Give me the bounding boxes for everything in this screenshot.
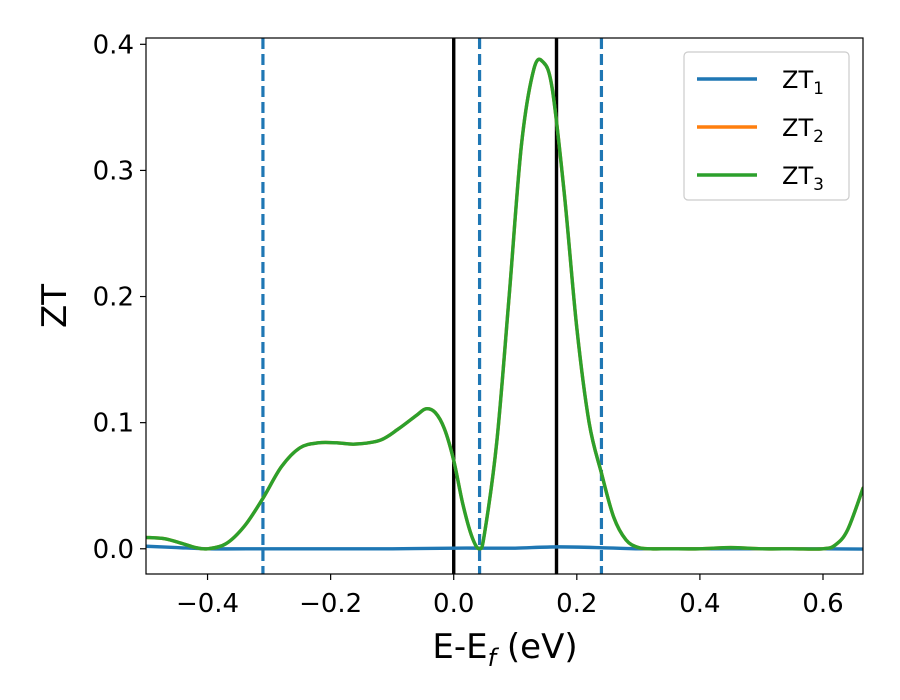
series-layer [146, 57, 863, 551]
plot-frame [145, 37, 864, 575]
y-tick-label: 0.3 [93, 156, 134, 186]
legend-label-base: ZT [782, 114, 813, 142]
y-tick-label: 0.0 [93, 535, 134, 565]
y-tick-label: 0.1 [93, 409, 134, 439]
x-axis: −0.4 −0.2 0.0 0.2 0.4 0.6 [176, 574, 844, 619]
x-tick-label: 0.4 [679, 589, 720, 619]
x-tick-label: 0.0 [433, 589, 474, 619]
series-line-3 [146, 57, 863, 551]
x-axis-title-unit: (eV) [496, 627, 578, 667]
x-axis-title: E-Ef (eV) [432, 627, 577, 672]
x-tick-label: −0.4 [176, 589, 239, 619]
legend-label-3: ZT3 [782, 162, 824, 195]
x-tick-label: −0.2 [299, 589, 362, 619]
y-tick-label: 0.4 [93, 30, 134, 60]
y-tick-label: 0.2 [93, 283, 134, 313]
legend-label-subscript: 1 [813, 79, 824, 99]
legend-label-subscript: 3 [813, 175, 824, 195]
legend-label-subscript: 2 [813, 127, 824, 147]
legend-label-base: ZT [782, 162, 813, 190]
y-axis-title: ZT [35, 284, 75, 328]
legend-box [683, 51, 850, 201]
legend-label-2: ZT2 [782, 114, 824, 147]
legend-label-base: ZT [782, 66, 813, 94]
x-tick-label: 0.6 [802, 589, 843, 619]
x-tick-label: 0.2 [556, 589, 597, 619]
legend-label-1: ZT1 [782, 66, 824, 99]
y-axis: 0.0 0.1 0.2 0.3 0.4 [93, 30, 146, 565]
